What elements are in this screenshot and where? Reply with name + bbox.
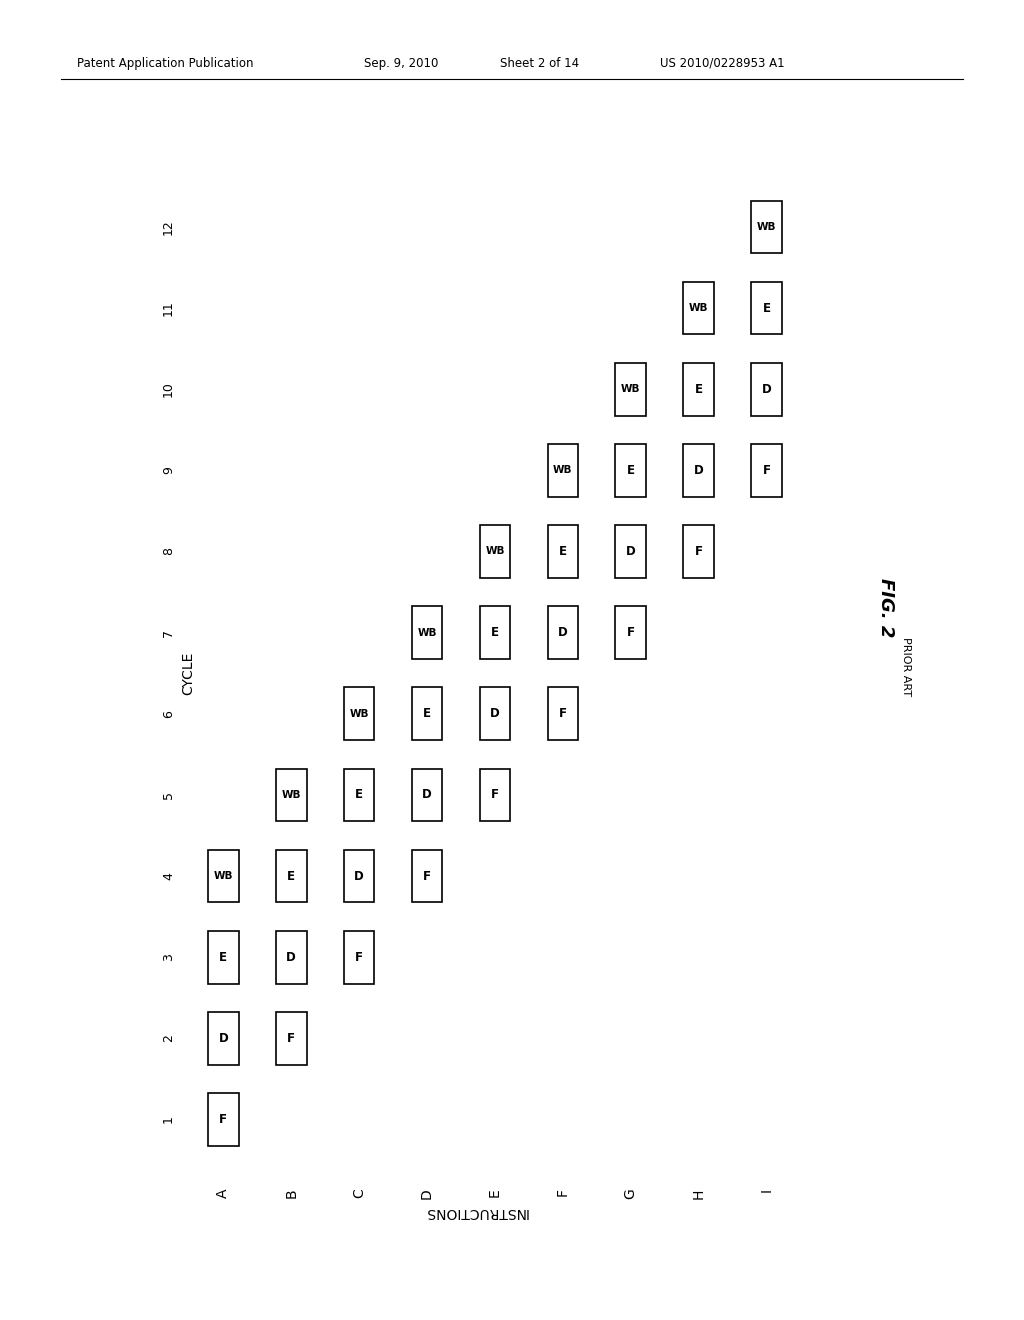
Text: E: E (488, 1188, 502, 1197)
Bar (344, 931, 375, 983)
Text: B: B (285, 1188, 298, 1199)
Text: F: F (490, 788, 499, 801)
Text: F: F (355, 950, 364, 964)
Text: D: D (420, 1188, 434, 1200)
Bar (548, 444, 579, 496)
Bar (412, 768, 442, 821)
Text: Patent Application Publication: Patent Application Publication (77, 57, 253, 70)
Text: E: E (559, 545, 567, 558)
Bar (344, 688, 375, 741)
Bar (344, 768, 375, 821)
Text: INSTRUCTIONS: INSTRUCTIONS (424, 1205, 528, 1218)
Bar (479, 768, 510, 821)
Bar (615, 525, 646, 578)
Text: WB: WB (757, 222, 776, 232)
Text: D: D (422, 788, 432, 801)
Bar (208, 1093, 239, 1146)
Text: WB: WB (553, 466, 572, 475)
Text: PRIOR ART: PRIOR ART (901, 638, 911, 696)
Bar (752, 201, 782, 253)
Text: F: F (423, 870, 431, 883)
Bar (412, 688, 442, 741)
Text: H: H (691, 1188, 706, 1199)
Bar (683, 525, 714, 578)
Text: WB: WB (485, 546, 505, 557)
Text: F: F (559, 708, 567, 721)
Bar (275, 768, 306, 821)
Text: Sep. 9, 2010: Sep. 9, 2010 (364, 57, 438, 70)
Text: WB: WB (349, 709, 369, 719)
Bar (683, 281, 714, 334)
Bar (479, 525, 510, 578)
Text: F: F (763, 463, 770, 477)
Text: G: G (624, 1188, 638, 1200)
Text: F: F (694, 545, 702, 558)
Bar (208, 850, 239, 903)
Text: US 2010/0228953 A1: US 2010/0228953 A1 (660, 57, 785, 70)
Text: E: E (627, 463, 635, 477)
Text: E: E (219, 950, 227, 964)
Bar (479, 606, 510, 659)
Text: D: D (558, 626, 567, 639)
Text: E: E (490, 626, 499, 639)
Bar (615, 363, 646, 416)
Text: WB: WB (621, 384, 640, 395)
Text: D: D (694, 463, 703, 477)
Text: Sheet 2 of 14: Sheet 2 of 14 (500, 57, 579, 70)
Text: FIG. 2: FIG. 2 (877, 578, 895, 636)
Bar (548, 688, 579, 741)
Text: D: D (218, 1032, 228, 1045)
Bar (412, 850, 442, 903)
Bar (275, 1012, 306, 1065)
Text: D: D (626, 545, 636, 558)
Text: E: E (355, 788, 364, 801)
Text: A: A (216, 1188, 230, 1199)
Text: E: E (694, 383, 702, 396)
Text: WB: WB (418, 627, 437, 638)
Bar (548, 606, 579, 659)
Text: D: D (490, 708, 500, 721)
Text: D: D (287, 950, 296, 964)
Bar (344, 850, 375, 903)
Text: WB: WB (214, 871, 233, 880)
Text: D: D (354, 870, 364, 883)
Bar (683, 363, 714, 416)
Text: C: C (352, 1188, 367, 1199)
Text: WB: WB (689, 304, 709, 313)
Text: F: F (556, 1188, 569, 1196)
Text: E: E (423, 708, 431, 721)
Bar (479, 688, 510, 741)
Bar (548, 525, 579, 578)
Bar (208, 1012, 239, 1065)
Text: I: I (760, 1188, 773, 1192)
Bar (752, 444, 782, 496)
Bar (615, 606, 646, 659)
Text: E: E (288, 870, 295, 883)
Text: CYCLE: CYCLE (181, 652, 195, 694)
Text: WB: WB (282, 789, 301, 800)
Bar (208, 931, 239, 983)
Text: F: F (627, 626, 635, 639)
Bar (615, 444, 646, 496)
Text: E: E (763, 301, 770, 314)
Text: F: F (219, 1113, 227, 1126)
Text: D: D (762, 383, 771, 396)
Bar (752, 281, 782, 334)
Bar (683, 444, 714, 496)
Bar (275, 931, 306, 983)
Bar (752, 363, 782, 416)
Text: F: F (288, 1032, 295, 1045)
Bar (412, 606, 442, 659)
Bar (275, 850, 306, 903)
